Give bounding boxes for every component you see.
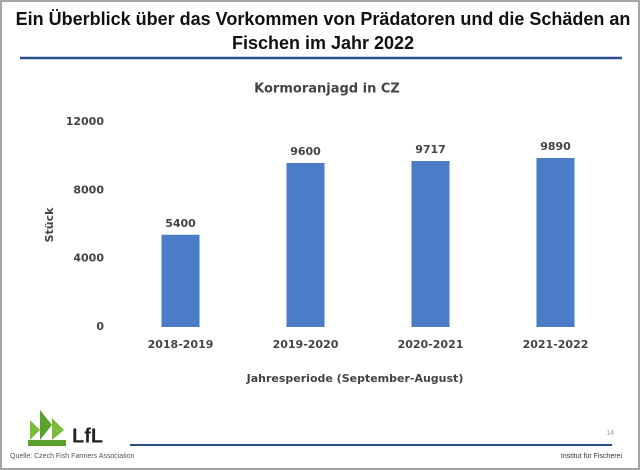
logo-leaf [30,420,40,440]
data-label: 9600 [290,145,321,158]
data-label: 9890 [540,140,571,153]
bar [411,161,450,327]
institute: Institut für Fischerei [561,453,623,460]
slide-title-line: Ein Überblick über das Vorkommen von Prä… [16,9,631,29]
logo-leaf [40,410,52,440]
slide-title-line: Fischen im Jahr 2022 [232,33,414,53]
page-number: 14 [606,430,614,437]
y-tick-label: 4000 [73,252,104,265]
data-label: 5400 [165,217,196,230]
logo [28,410,66,446]
logo-base [28,440,66,446]
x-tick-label: 2021-2022 [523,338,589,351]
bar [161,234,200,327]
x-axis-label: Jahresperiode (September-August) [246,372,464,385]
logo-text: LfL [72,425,103,447]
y-tick-label: 12000 [66,115,105,128]
y-tick-label: 8000 [73,183,104,196]
chart-title: Kormoranjagd in CZ [254,82,400,97]
y-axis-label: Stück [43,207,56,243]
y-tick-label: 0 [96,320,104,333]
x-tick-label: 2020-2021 [398,338,464,351]
logo-leaf [52,418,64,440]
bar [286,163,325,327]
x-tick-label: 2018-2019 [148,338,214,351]
bar [536,158,575,327]
data-label: 9717 [415,143,446,156]
source: Quelle: Czech Fish Farmers Association [10,453,135,460]
x-tick-label: 2019-2020 [273,338,339,351]
